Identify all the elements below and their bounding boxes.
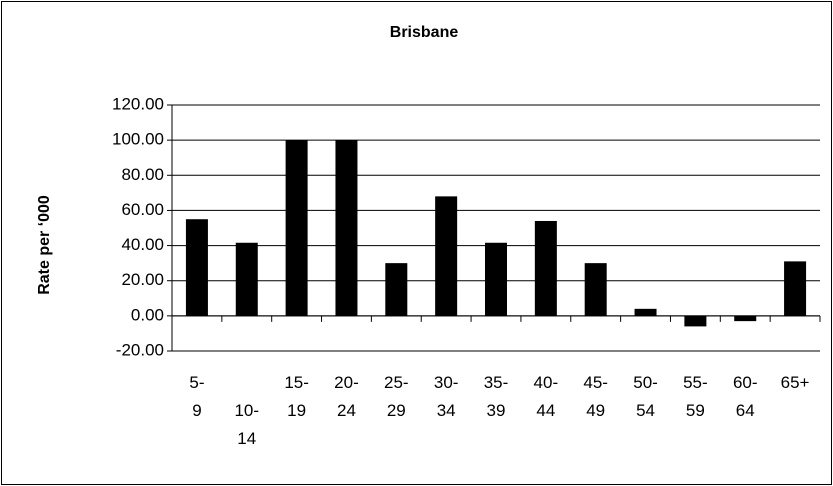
bar xyxy=(584,263,607,316)
x-tick-label: 30-34 xyxy=(434,373,459,420)
y-tick-label: 20.00 xyxy=(121,270,164,289)
x-tick-label: 65+ xyxy=(781,373,810,392)
bar xyxy=(335,140,358,316)
bar xyxy=(435,196,458,316)
bar xyxy=(534,220,557,316)
x-tick-label: 60-64 xyxy=(733,373,758,420)
x-tick-label: 15-19 xyxy=(284,373,309,420)
bar xyxy=(235,242,258,316)
x-tick-label: 50-54 xyxy=(633,373,658,420)
y-tick-label: 40.00 xyxy=(121,235,164,254)
bar xyxy=(185,219,208,316)
bar xyxy=(684,315,707,327)
y-tick-label: 80.00 xyxy=(121,165,164,184)
x-tick-label: 5-9 xyxy=(189,373,204,420)
y-tick-label: 60.00 xyxy=(121,200,164,219)
x-tick-label: 45-49 xyxy=(583,373,608,420)
bar xyxy=(385,263,408,316)
x-tick-label: 20-24 xyxy=(334,373,359,420)
y-tick-label: 0.00 xyxy=(131,305,164,324)
y-tick-label: -20.00 xyxy=(116,340,164,359)
bar xyxy=(485,242,507,316)
y-axis-label: Rate per ‘000 xyxy=(36,195,53,295)
chart-title: Brisbane xyxy=(390,24,459,41)
x-tick-label: 25-29 xyxy=(384,373,409,420)
x-tick-label: 40-44 xyxy=(534,373,559,420)
bar xyxy=(734,315,757,322)
y-tick-label: 100.00 xyxy=(112,130,164,149)
bar xyxy=(784,261,807,316)
x-tick-label: 35-39 xyxy=(484,373,509,420)
x-tick-label: 55-59 xyxy=(683,373,708,420)
x-tick-label: 10-14 xyxy=(234,401,259,448)
bar xyxy=(634,308,657,316)
bar xyxy=(285,140,308,316)
y-tick-label: 120.00 xyxy=(112,94,164,113)
